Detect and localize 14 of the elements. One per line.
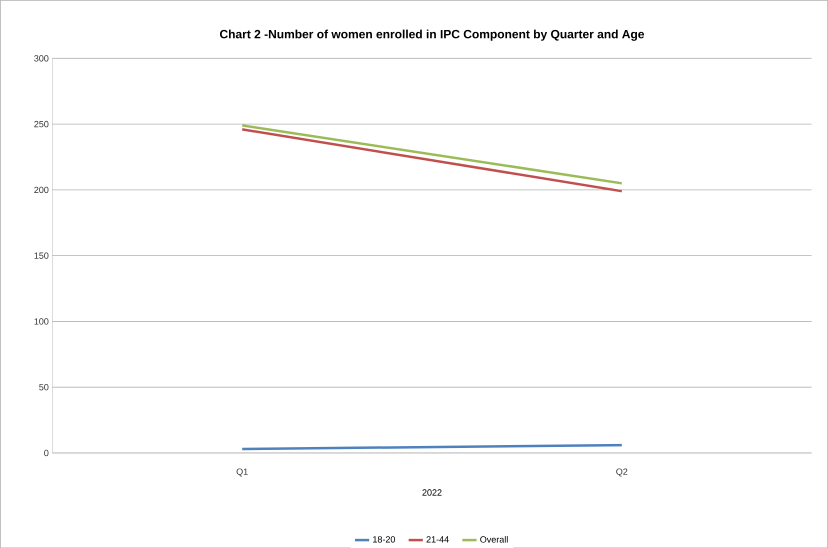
y-tick-label: 100 <box>34 318 48 324</box>
x-tick-label: Q1 <box>236 468 248 476</box>
chart-title: Chart 2 -Number of women enrolled in IPC Component by Quarter and Age <box>220 29 644 41</box>
y-tick-label: 0 <box>44 450 48 456</box>
x-axis-title: 2022 <box>422 489 442 496</box>
x-tick-label: Q2 <box>616 468 628 476</box>
legend-label: Overall <box>480 536 508 543</box>
y-tick-label: 150 <box>34 252 48 259</box>
legend-label: 21-44 <box>426 536 449 542</box>
y-tick-label: 250 <box>34 120 48 128</box>
y-tick-label: 200 <box>34 186 48 193</box>
y-tick-label: 50 <box>39 384 48 390</box>
legend-label: 18-20 <box>373 536 396 542</box>
y-tick-label: 300 <box>34 55 48 62</box>
